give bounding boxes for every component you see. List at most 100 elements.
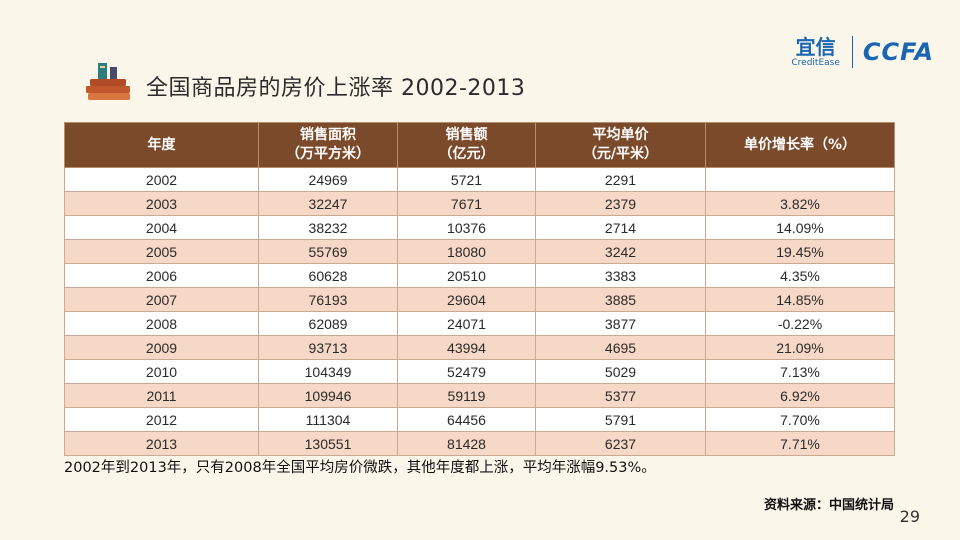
col-header-area: 销售面积 （万平方米） xyxy=(258,122,398,168)
cell-sales: 18080 xyxy=(397,239,536,264)
cell-year: 2012 xyxy=(64,407,259,432)
cell-price: 2379 xyxy=(535,191,706,216)
creditease-logo-cn: 宜信 xyxy=(795,34,836,59)
data-source: 资料来源：中国统计局 xyxy=(763,498,894,513)
col-header-sales-unit: （亿元） xyxy=(438,146,495,162)
col-header-area-unit: （万平方米） xyxy=(286,146,370,162)
table-row: 2012 111304 64456 5791 7.70% xyxy=(64,407,895,432)
table-header-row: 年度 销售面积 （万平方米） 销售额 （亿元） 平均单价 （元/平米） 单价增长… xyxy=(64,122,895,168)
cell-sales: 64456 xyxy=(397,407,536,432)
cell-price: 5029 xyxy=(535,359,706,384)
cell-growth: 7.13% xyxy=(705,359,895,384)
cell-area: 24969 xyxy=(258,167,398,192)
cell-price: 3242 xyxy=(535,239,706,264)
cell-growth: 4.35% xyxy=(705,263,895,288)
cell-growth: 3.82% xyxy=(705,191,895,216)
cell-growth: 7.71% xyxy=(705,431,895,456)
table-row: 2002 24969 5721 2291 xyxy=(64,167,895,192)
cell-price: 5791 xyxy=(535,407,706,432)
cell-year: 2010 xyxy=(64,359,259,384)
cell-sales: 10376 xyxy=(397,215,536,240)
cell-sales: 7671 xyxy=(397,191,536,216)
cell-year: 2009 xyxy=(64,335,259,360)
cell-year: 2006 xyxy=(64,263,259,288)
books-icon xyxy=(86,63,130,100)
cell-year: 2011 xyxy=(64,383,259,408)
cell-area: 109946 xyxy=(258,383,398,408)
cell-area: 62089 xyxy=(258,311,398,336)
cell-year: 2013 xyxy=(64,431,259,456)
cell-area: 76193 xyxy=(258,287,398,312)
creditease-logo: 宜信 CreditEase xyxy=(791,36,840,69)
cell-area: 38232 xyxy=(258,215,398,240)
col-header-price-label: 平均单价 xyxy=(592,127,649,143)
table-row: 2009 93713 43994 4695 21.09% xyxy=(64,335,895,360)
col-header-year: 年度 xyxy=(64,122,259,168)
table-row: 2013 130551 81428 6237 7.71% xyxy=(64,431,895,456)
cell-price: 3885 xyxy=(535,287,706,312)
brand-divider xyxy=(851,36,853,68)
page-number: 29 xyxy=(899,507,920,526)
cell-area: 130551 xyxy=(258,431,398,456)
cell-growth: 14.85% xyxy=(705,287,895,312)
cell-price: 2291 xyxy=(535,167,706,192)
cell-year: 2002 xyxy=(64,167,259,192)
cell-year: 2008 xyxy=(64,311,259,336)
cell-growth: -0.22% xyxy=(705,311,895,336)
cell-sales: 59119 xyxy=(397,383,536,408)
table-row: 2010 104349 52479 5029 7.13% xyxy=(64,359,895,384)
col-header-price-unit: （元/平米） xyxy=(582,146,659,162)
housing-price-table: 年度 销售面积 （万平方米） 销售额 （亿元） 平均单价 （元/平米） 单价增长… xyxy=(64,122,895,456)
cell-year: 2004 xyxy=(64,215,259,240)
cell-year: 2005 xyxy=(64,239,259,264)
cell-price: 3877 xyxy=(535,311,706,336)
cell-growth: 14.09% xyxy=(705,215,895,240)
cell-growth: 6.92% xyxy=(705,383,895,408)
col-header-sales-label: 销售额 xyxy=(445,127,488,143)
cell-price: 3383 xyxy=(535,263,706,288)
cell-price: 2714 xyxy=(535,215,706,240)
col-header-area-label: 销售面积 xyxy=(300,127,356,143)
col-header-sales: 销售额 （亿元） xyxy=(397,122,536,168)
cell-sales: 20510 xyxy=(397,263,536,288)
cell-price: 5377 xyxy=(535,383,706,408)
table-row: 2007 76193 29604 3885 14.85% xyxy=(64,287,895,312)
brand-logos: 宜信 CreditEase CCFA xyxy=(791,32,934,72)
cell-sales: 52479 xyxy=(397,359,536,384)
cell-year: 2003 xyxy=(64,191,259,216)
cell-area: 111304 xyxy=(258,407,398,432)
table-row: 2008 62089 24071 3877 -0.22% xyxy=(64,311,895,336)
cell-sales: 81428 xyxy=(397,431,536,456)
col-header-year-label: 年度 xyxy=(147,136,176,153)
col-header-growth-label: 单价增长率（%） xyxy=(743,136,857,153)
cell-area: 93713 xyxy=(258,335,398,360)
page-title: 全国商品房的房价上涨率 2002-2013 xyxy=(146,76,526,101)
col-header-price: 平均单价 （元/平米） xyxy=(535,122,706,168)
cell-area: 104349 xyxy=(258,359,398,384)
cell-sales: 24071 xyxy=(397,311,536,336)
cell-price: 6237 xyxy=(535,431,706,456)
table-row: 2011 109946 59119 5377 6.92% xyxy=(64,383,895,408)
ccfa-logo: CCFA xyxy=(862,38,934,66)
cell-growth: 21.09% xyxy=(705,335,895,360)
cell-area: 32247 xyxy=(258,191,398,216)
creditease-logo-en: CreditEase xyxy=(791,57,840,68)
cell-area: 60628 xyxy=(258,263,398,288)
cell-sales: 43994 xyxy=(397,335,536,360)
cell-growth xyxy=(705,167,895,192)
cell-growth: 19.45% xyxy=(705,239,895,264)
summary-note: 2002年到2013年，只有2008年全国平均房价微跌，其他年度都上涨，平均年涨… xyxy=(64,460,656,476)
cell-sales: 5721 xyxy=(397,167,536,192)
cell-price: 4695 xyxy=(535,335,706,360)
table-row: 2004 38232 10376 2714 14.09% xyxy=(64,215,895,240)
table-row: 2005 55769 18080 3242 19.45% xyxy=(64,239,895,264)
table-row: 2006 60628 20510 3383 4.35% xyxy=(64,263,895,288)
col-header-growth: 单价增长率（%） xyxy=(705,122,895,168)
cell-area: 55769 xyxy=(258,239,398,264)
cell-sales: 29604 xyxy=(397,287,536,312)
cell-growth: 7.70% xyxy=(705,407,895,432)
table-body: 2002 24969 5721 2291 2003 32247 7671 2379 3.82% 2… xyxy=(64,167,895,456)
cell-year: 2007 xyxy=(64,287,259,312)
table-row: 2003 32247 7671 2379 3.82% xyxy=(64,191,895,216)
